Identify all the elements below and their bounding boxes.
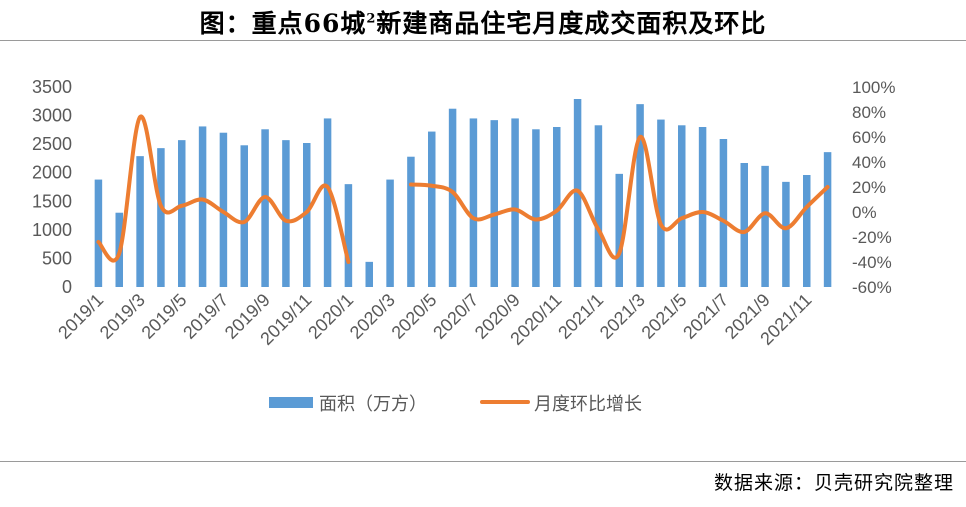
right-tick-label: 0% — [852, 203, 877, 222]
source-note: 数据来源：贝壳研究院整理 — [713, 472, 954, 494]
left-tick-label: 2000 — [32, 163, 72, 183]
bar — [719, 139, 728, 287]
legend-bar-swatch — [269, 397, 313, 408]
bar — [511, 118, 519, 287]
bar — [823, 152, 832, 287]
bar — [94, 179, 103, 287]
right-tick-label: 20% — [852, 178, 886, 197]
right-tick-label: 60% — [852, 128, 886, 147]
chart: 0 500 1000 1500 2000 2500 3000 3500 -60% -40% -20… — [32, 77, 896, 414]
bar — [678, 125, 686, 288]
bar — [282, 140, 290, 287]
bar — [178, 140, 186, 287]
footer-divider — [0, 461, 966, 462]
bar — [657, 119, 665, 287]
right-tick-label: -20% — [852, 228, 892, 247]
x-tick-label: 2020/1 — [304, 290, 357, 343]
left-tick-label: 3000 — [32, 106, 72, 126]
bar — [136, 156, 144, 287]
bar — [386, 179, 394, 287]
left-axis: 0 500 1000 1500 2000 2500 3000 3500 — [32, 77, 72, 297]
x-tick-label: 2021/3 — [596, 290, 649, 343]
bar — [407, 156, 415, 287]
bar — [448, 108, 457, 287]
x-axis: 2019/12019/32019/52019/72019/92019/11202… — [54, 290, 815, 349]
bar — [365, 261, 373, 287]
left-tick-label: 1500 — [32, 191, 72, 211]
bar — [636, 104, 644, 287]
left-tick-label: 0 — [62, 277, 72, 297]
left-tick-label: 500 — [42, 248, 72, 268]
legend-line-label: 月度环比增长 — [534, 394, 642, 414]
right-tick-label: 40% — [852, 153, 886, 172]
bar — [198, 126, 207, 287]
bar — [761, 165, 769, 287]
x-tick-label: 2021/5 — [638, 290, 691, 343]
left-tick-label: 2500 — [32, 134, 72, 154]
growth-line — [96, 114, 351, 264]
bar — [240, 145, 248, 287]
bar — [303, 143, 311, 287]
bar — [490, 120, 498, 288]
left-tick-label: 3500 — [32, 77, 72, 97]
right-axis: -60% -40% -20% 0% 20% 40% 60% 80% 100% — [852, 78, 895, 297]
bar — [615, 173, 623, 287]
right-tick-label: 80% — [852, 103, 886, 122]
x-tick-label: 2020/7 — [429, 290, 482, 343]
line-series — [96, 114, 830, 264]
bar — [261, 129, 269, 287]
bar — [344, 184, 353, 287]
bar — [594, 125, 603, 288]
x-tick-label: 2019/1 — [54, 290, 107, 343]
bar — [553, 127, 561, 287]
right-tick-label: 100% — [852, 78, 895, 97]
x-tick-label: 2021/1 — [554, 290, 607, 343]
growth-line — [408, 134, 830, 260]
bar — [803, 175, 811, 287]
chart-title: 图：重点66城2新建商品住宅月度成交面积及环比 — [199, 9, 767, 38]
legend: 面积（万方） 月度环比增长 — [269, 394, 642, 414]
x-tick-label: 2020/5 — [388, 290, 441, 343]
bar — [469, 118, 478, 287]
bar-series — [94, 99, 832, 288]
bar — [532, 129, 540, 287]
x-tick-label: 2021/7 — [679, 290, 732, 343]
x-tick-label: 2019/5 — [138, 290, 191, 343]
bar — [323, 118, 332, 287]
bar — [157, 148, 165, 287]
legend-bar-label: 面积（万方） — [319, 394, 427, 414]
bar — [782, 181, 790, 287]
bar — [428, 131, 436, 287]
x-tick-label: 2020/3 — [346, 290, 399, 343]
x-tick-label: 2019/7 — [179, 290, 232, 343]
bar — [698, 127, 707, 287]
title-divider — [0, 40, 966, 41]
bar — [740, 163, 748, 287]
right-tick-label: -60% — [852, 278, 892, 297]
left-tick-label: 1000 — [32, 220, 72, 240]
right-tick-label: -40% — [852, 253, 892, 272]
x-tick-label: 2019/3 — [96, 290, 149, 343]
